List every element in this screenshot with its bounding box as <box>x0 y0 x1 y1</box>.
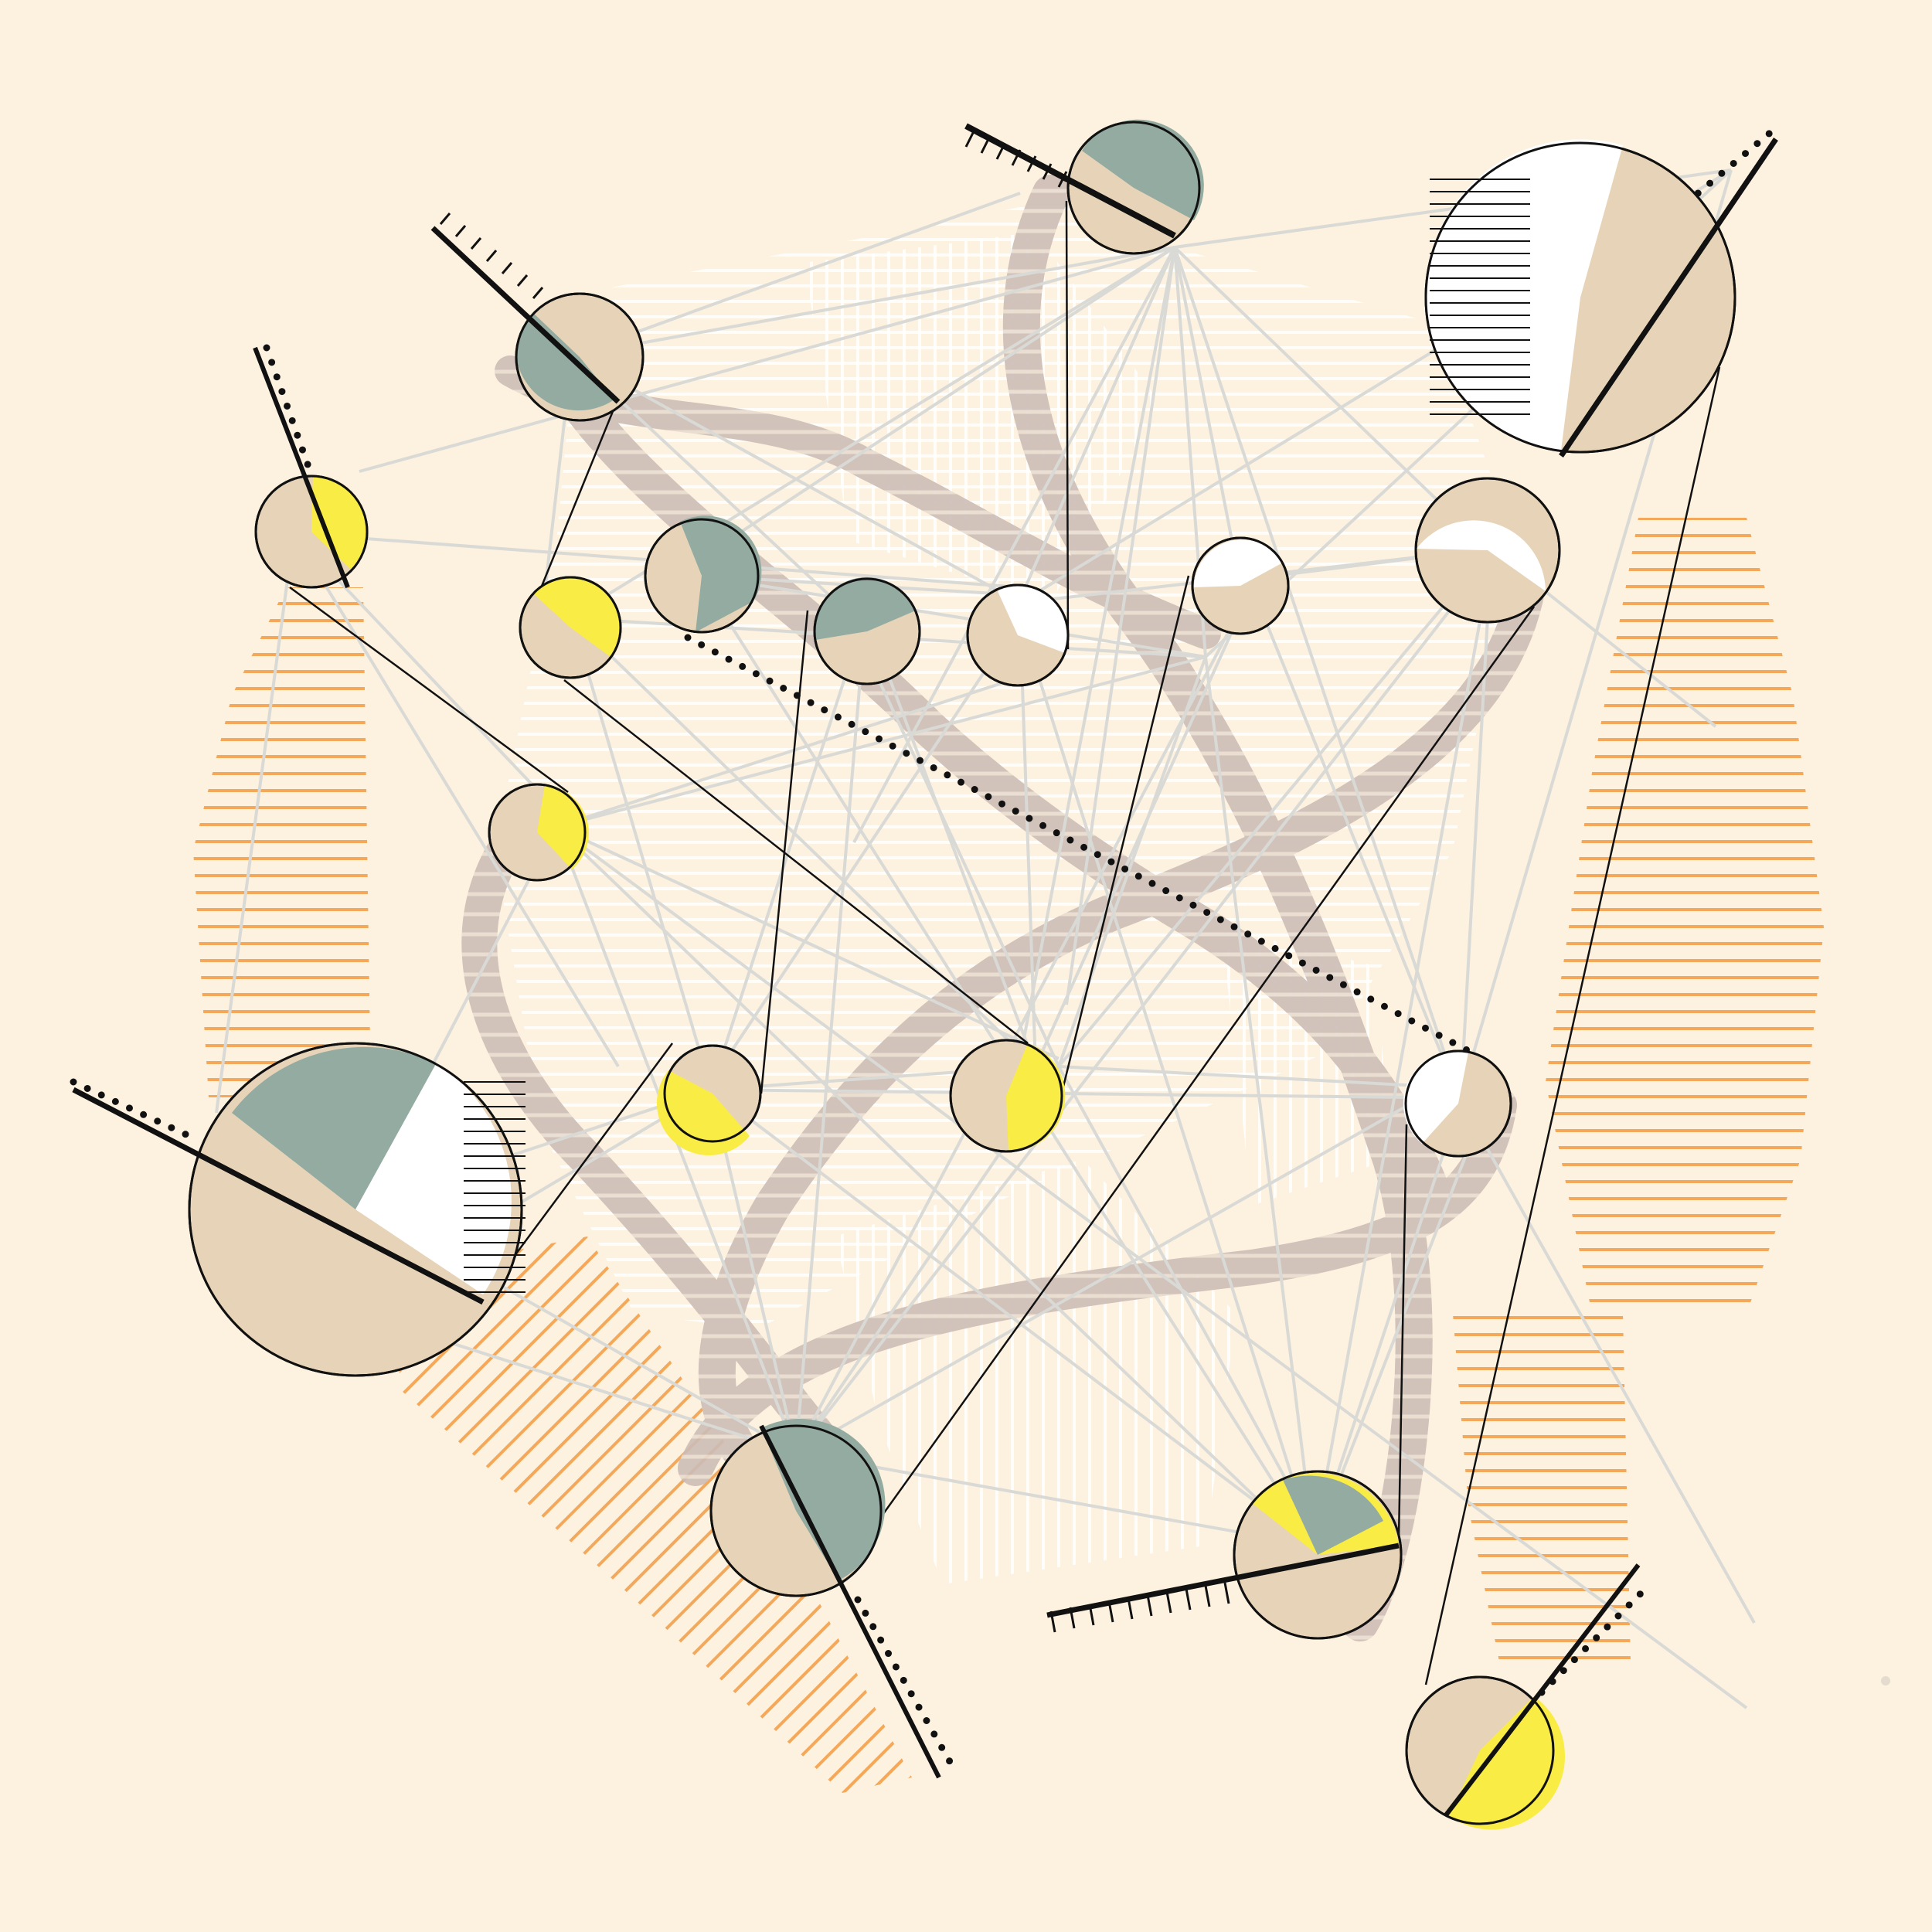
disc-upper-left <box>430 226 645 422</box>
discs <box>72 119 1778 1830</box>
disc-right-white-medium <box>1414 477 1561 624</box>
disc-bottom-corner <box>1405 1563 1641 1830</box>
disc-center-white <box>966 583 1070 687</box>
disc-large-left <box>72 1042 526 1377</box>
disc-mid-yellow <box>656 1044 762 1156</box>
disc-bottom-right <box>1046 1470 1403 1640</box>
disc-center-sage <box>644 515 762 634</box>
stray-dot <box>1881 1676 1890 1685</box>
disc-yellow-small <box>519 576 622 679</box>
orange-hatching-left <box>193 587 912 1793</box>
disc-top-right-large <box>1424 138 1778 457</box>
disc-top-center <box>964 119 1204 255</box>
disc-mid-yellow-2 <box>949 1039 1066 1153</box>
disc-center-sage-2 <box>813 577 921 685</box>
disc-bottom-center <box>709 1419 941 1779</box>
orange-hatching-right <box>1453 518 1824 1662</box>
disc-right-white-small <box>1191 536 1290 635</box>
disc-mid-left-yellow <box>488 783 589 882</box>
disc-left <box>253 346 369 589</box>
disc-right-mid <box>1403 1049 1512 1158</box>
